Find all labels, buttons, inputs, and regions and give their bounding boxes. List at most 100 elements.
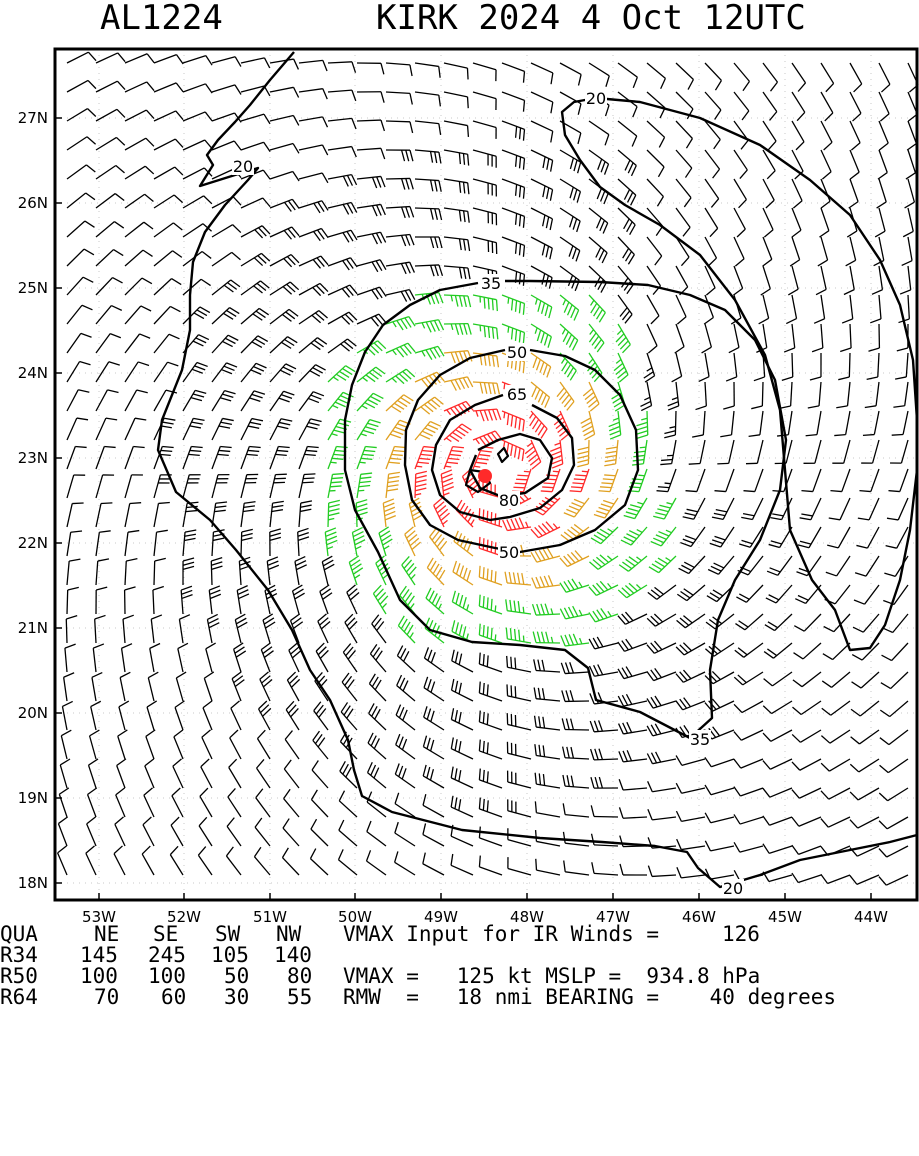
- wind-barb: [705, 699, 734, 711]
- wind-barb: [444, 424, 471, 441]
- wind-barb: [299, 501, 312, 527]
- wind-barb: [531, 208, 552, 230]
- wind-barb: [618, 266, 633, 294]
- wind-barb: [395, 851, 415, 875]
- wind-barb: [325, 528, 337, 556]
- wind-barb: [64, 673, 74, 701]
- wind-barb: [878, 150, 887, 179]
- wind-barb: [531, 121, 553, 142]
- wind-barb: [676, 756, 705, 766]
- wind-barb: [618, 667, 647, 679]
- wind-barb: [226, 847, 241, 875]
- wind-barb: [357, 176, 385, 188]
- wind-barb: [531, 522, 560, 538]
- r64-nw: 55: [287, 987, 312, 1008]
- wind-barb: [398, 616, 415, 643]
- wind-barb: [749, 411, 763, 436]
- wind-barb: [705, 150, 720, 178]
- wind-barb: [172, 788, 183, 817]
- wind-barb: [183, 196, 212, 208]
- wind-barb: [342, 673, 357, 701]
- wind-barb: [865, 382, 879, 407]
- wind-barb: [535, 716, 560, 730]
- wind-barb: [562, 690, 589, 701]
- wind-barb: [96, 109, 125, 121]
- wind-barb: [212, 335, 238, 353]
- wind-barb: [228, 788, 241, 817]
- wind-barb: [386, 369, 415, 383]
- wind-barb: [183, 56, 212, 66]
- wind-barb: [786, 295, 796, 324]
- wind-barb: [395, 822, 415, 846]
- wind-barb: [792, 845, 821, 854]
- wind-barb: [299, 311, 328, 324]
- wind-barb: [339, 820, 357, 846]
- wind-barb: [120, 672, 130, 701]
- wind-barbs: [58, 52, 918, 885]
- lat-tick-label: 18N: [18, 874, 48, 892]
- wind-barb: [452, 679, 473, 701]
- wind-barb: [206, 643, 216, 672]
- wind-barb: [850, 121, 860, 150]
- wind-barb: [868, 324, 879, 351]
- wind-barb: [95, 615, 106, 643]
- wind-barb: [534, 687, 560, 701]
- wind-barb: [415, 346, 444, 359]
- wind-barb: [146, 730, 155, 759]
- wind-barb: [886, 527, 908, 548]
- wind-barb: [734, 842, 763, 852]
- wind-barb: [293, 585, 305, 614]
- wind-barb: [861, 440, 879, 463]
- lat-tick-label: 20N: [18, 704, 48, 722]
- wind-barb: [705, 266, 715, 295]
- wind-barb: [96, 475, 114, 498]
- wind-barb: [534, 659, 560, 672]
- wind-barb: [257, 730, 270, 759]
- wind-barb: [125, 82, 154, 92]
- wind-barb: [153, 587, 164, 614]
- wind-barb: [241, 142, 270, 151]
- wind-barb: [444, 377, 473, 391]
- wind-barb: [241, 502, 255, 527]
- wind-barb: [759, 295, 769, 324]
- wind-barb: [479, 624, 502, 643]
- wind-barb: [664, 411, 676, 438]
- wind-barb: [270, 501, 284, 527]
- wind-barb: [705, 179, 719, 207]
- wind-barb: [734, 787, 763, 796]
- wind-barb: [769, 527, 792, 548]
- wind-barb: [738, 556, 763, 575]
- wind-barb: [314, 702, 328, 730]
- wind-barb: [834, 411, 850, 436]
- wind-barb: [452, 591, 473, 614]
- wind-barb: [183, 475, 201, 498]
- wind-barb: [144, 788, 154, 817]
- wind-barb: [201, 759, 212, 788]
- wind-barb: [415, 121, 441, 135]
- wind-barb: [372, 615, 386, 643]
- wind-barb: [183, 279, 211, 295]
- wind-barb: [619, 750, 647, 762]
- contour-label: 20: [233, 157, 253, 176]
- wind-barb: [241, 336, 268, 353]
- wind-barb: [531, 237, 552, 259]
- wind-barb: [212, 252, 240, 266]
- wind-barb: [560, 179, 580, 203]
- r34-ne: 145: [80, 945, 118, 966]
- wind-barb: [647, 63, 665, 89]
- wind-barb: [66, 616, 77, 643]
- wind-barb: [453, 561, 473, 585]
- wind-barb: [154, 111, 183, 121]
- sw-label: SW: [215, 924, 240, 945]
- wind-barb: [502, 324, 524, 344]
- wind-barb: [647, 641, 676, 653]
- wind-barb: [386, 234, 414, 246]
- wind-barb: [832, 440, 850, 463]
- wind-barb: [531, 63, 553, 84]
- wind-barb: [560, 295, 579, 321]
- wind-barb: [821, 817, 850, 827]
- wind-barb: [677, 839, 705, 849]
- wind-barb: [444, 295, 471, 307]
- wind-barb: [858, 498, 879, 520]
- wind-barb: [619, 807, 647, 818]
